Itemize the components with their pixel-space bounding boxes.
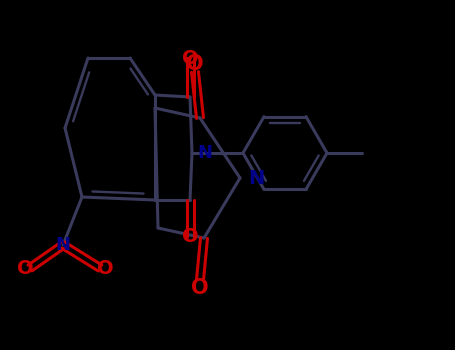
- Text: N: N: [197, 144, 212, 162]
- Text: O: O: [191, 278, 209, 298]
- Text: N: N: [56, 236, 71, 254]
- Text: O: O: [182, 49, 198, 68]
- Text: O: O: [186, 54, 204, 74]
- Text: O: O: [182, 228, 198, 246]
- Text: O: O: [17, 259, 33, 278]
- Text: O: O: [96, 259, 113, 278]
- Text: N: N: [248, 168, 264, 188]
